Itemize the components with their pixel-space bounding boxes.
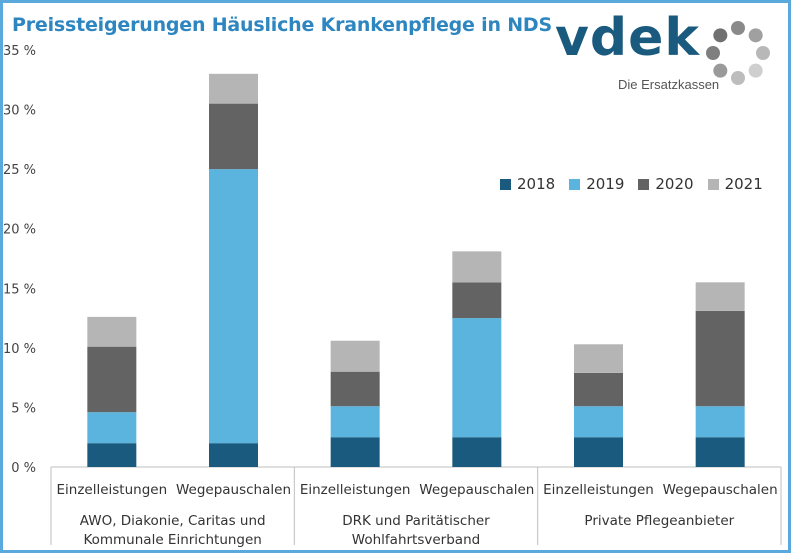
bar-2018-3: [330, 437, 380, 467]
legend-label: 2019: [586, 175, 625, 193]
y-tick-label: 10 %: [3, 342, 36, 357]
bar-2021-1: [87, 316, 137, 347]
y-tick-label: 0 %: [11, 461, 36, 476]
legend: 2018 2019 2020 2021: [500, 175, 763, 193]
category-label: Wegepauschalen: [176, 482, 291, 498]
bar-2019-2: [209, 169, 258, 444]
bar-2019-1: [87, 412, 137, 444]
logo-ring-dot: [713, 28, 728, 43]
legend-label: 2021: [724, 175, 763, 193]
bar-2020-1: [87, 346, 137, 413]
category-label: Einzelleistungen: [300, 482, 411, 498]
legend-item-2018: 2018: [500, 175, 555, 193]
legend-item-2019: 2019: [569, 175, 624, 193]
group-label: AWO, Diakonie, Caritas und: [80, 513, 266, 529]
legend-item-2020: 2020: [638, 175, 694, 193]
y-tick-label: 20 %: [3, 223, 36, 238]
bar-2020-5: [574, 372, 623, 407]
y-tick-label: 30 %: [3, 104, 36, 119]
logo-tagline: Die Ersatzkassen: [618, 77, 720, 92]
bar-2018-1: [87, 443, 137, 467]
y-tick-label: 15 %: [3, 282, 36, 297]
y-tick-label: 35 %: [3, 44, 36, 59]
logo-ring-dot: [706, 46, 720, 60]
category-label: Einzelleistungen: [543, 482, 654, 498]
legend-label: 2018: [517, 175, 556, 193]
bar-2020-6: [695, 310, 745, 407]
logo-ring-dot: [748, 63, 763, 78]
bar-2020-3: [330, 371, 380, 407]
logo-ring-icon: [706, 21, 770, 85]
logo-ring-dot: [748, 28, 763, 43]
bar-2019-5: [574, 406, 623, 438]
group-label: DRK und Paritätischer: [342, 513, 490, 529]
bar-2020-4: [452, 282, 502, 319]
category-label: Wegepauschalen: [419, 482, 534, 498]
vdek-logo: vdek Die Ersatzkassen: [555, 8, 777, 94]
bar-2018-6: [695, 437, 745, 467]
legend-swatch: [500, 178, 511, 190]
chart-title: Preissteigerungen Häusliche Krankenpfleg…: [12, 14, 552, 36]
bar-2018-2: [209, 443, 258, 467]
bar-2021-3: [330, 340, 380, 372]
logo-ring-dot: [756, 46, 770, 60]
category-label: Wegepauschalen: [663, 482, 778, 498]
logo-wordmark: vdek: [555, 8, 700, 68]
y-tick-label: 5 %: [11, 401, 36, 416]
bar-2021-6: [695, 282, 745, 311]
y-tick-label: 25 %: [3, 163, 36, 178]
legend-label: 2020: [655, 175, 694, 193]
legend-swatch: [707, 178, 719, 190]
logo-ring-dot: [731, 21, 745, 35]
logo-ring-dot: [731, 71, 745, 85]
bar-2019-4: [452, 318, 502, 438]
bar-2018-5: [574, 437, 623, 467]
bar-2021-2: [209, 73, 258, 104]
group-label: Wohlfahrtsverband: [352, 532, 480, 548]
legend-item-2021: 2021: [707, 175, 763, 193]
bar-2019-6: [695, 406, 745, 438]
group-label: Private Pflegeanbieter: [584, 513, 734, 529]
legend-swatch: [569, 178, 581, 190]
bar-2021-4: [452, 251, 502, 283]
logo-ring-dot: [713, 63, 728, 78]
bar-2020-2: [209, 103, 258, 170]
legend-swatch: [638, 178, 650, 190]
category-label: Einzelleistungen: [56, 482, 167, 498]
bar-2019-3: [330, 406, 380, 438]
group-label: Kommunale Einrichtungen: [83, 532, 261, 548]
bar-2021-5: [574, 344, 623, 373]
bar-2018-4: [452, 437, 502, 467]
